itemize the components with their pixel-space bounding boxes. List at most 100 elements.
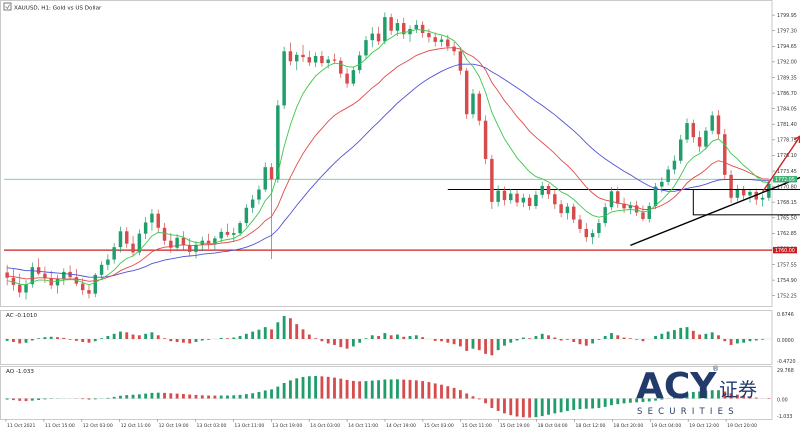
candle-body — [534, 194, 538, 206]
panel-frames — [0, 0, 773, 420]
panel-frame — [0, 310, 773, 365]
candle — [666, 166, 670, 186]
price-tick-label: 1762.85 — [777, 231, 797, 237]
candle-body — [106, 259, 110, 265]
candle-body — [357, 55, 362, 71]
candle-body — [99, 264, 104, 275]
candle — [464, 67, 469, 119]
candle — [276, 100, 280, 184]
candle-body — [433, 37, 437, 42]
candle-body — [414, 24, 419, 29]
ao-panel[interactable] — [4, 376, 772, 418]
candle — [540, 181, 544, 199]
candle-body — [49, 278, 53, 286]
candle — [219, 228, 223, 243]
time-tick-label: 19 Oct 12:00 — [689, 423, 719, 429]
candle-body — [43, 273, 47, 279]
ao-axis-label: 29.768 — [777, 368, 794, 374]
candle-body — [30, 267, 35, 285]
candle-body — [446, 39, 450, 47]
candle — [301, 44, 305, 62]
time-tick-label: 18 Oct 04:00 — [538, 423, 568, 429]
candle-body — [383, 17, 387, 42]
projection-arrow[interactable] — [761, 135, 800, 193]
price-tick-label: 1786.70 — [777, 91, 797, 97]
candle-body — [678, 139, 683, 161]
price-tick-label: 1768.15 — [777, 200, 797, 206]
candle — [232, 227, 236, 242]
candle-body — [483, 120, 488, 159]
price-panel[interactable] — [4, 12, 800, 300]
chart-title: XAUUSD, H1: Gold vs US Dollar — [14, 6, 102, 12]
drawings[interactable] — [630, 135, 800, 247]
candle-body — [427, 33, 431, 38]
candle — [471, 88, 475, 119]
acy-logo: ACY 证券 ® SECURITIES — [636, 365, 757, 417]
time-tick-label: 14 Oct 11:00 — [348, 423, 378, 429]
candle — [55, 274, 60, 294]
panel-frame — [0, 366, 773, 420]
candle-body — [509, 193, 513, 201]
price-tick-label: 1792.00 — [777, 60, 797, 66]
candle-body — [24, 284, 28, 293]
candle — [748, 188, 752, 203]
candle — [527, 194, 532, 211]
candle — [250, 194, 255, 214]
candle-body — [521, 197, 526, 203]
candle-body — [477, 93, 482, 121]
expand-icon[interactable] — [3, 2, 12, 11]
price-tick-label: 1752.25 — [777, 294, 797, 300]
trendline[interactable] — [630, 174, 800, 247]
consolidation-box[interactable] — [692, 189, 800, 216]
candle — [80, 278, 85, 295]
candle-body — [187, 245, 192, 252]
candle — [11, 268, 16, 291]
price-tick-label: 1773.45 — [777, 169, 797, 175]
candle-body — [307, 57, 312, 63]
candle-body — [609, 191, 614, 208]
candle — [534, 190, 538, 209]
candle — [143, 217, 148, 239]
candle-body — [326, 59, 330, 64]
ac-panel[interactable] — [4, 316, 772, 356]
candle-body — [156, 213, 160, 228]
candle-body — [672, 160, 677, 170]
time-tick-label: 12 Oct 11:00 — [121, 423, 151, 429]
candle — [389, 13, 393, 35]
candle — [458, 47, 463, 75]
candle — [162, 223, 167, 245]
candle — [678, 134, 683, 164]
candle — [433, 32, 437, 47]
candle-body — [735, 188, 740, 198]
candle — [578, 214, 582, 234]
time-tick-label: 18 Oct 12:00 — [576, 423, 606, 429]
candle — [634, 200, 639, 216]
price-tick-label: 1754.90 — [777, 278, 797, 284]
candle — [760, 194, 765, 207]
time-tick-label: 18 Oct 20:00 — [613, 423, 643, 429]
candle — [502, 186, 507, 206]
candle — [710, 111, 714, 135]
candle — [244, 204, 249, 227]
candle-body — [112, 247, 116, 260]
candle-body — [458, 51, 463, 71]
candle — [496, 185, 500, 207]
time-tick-label: 15 Oct 11:00 — [462, 423, 492, 429]
candle-body — [175, 237, 179, 248]
ao-indicator-label: AO -1.033 — [6, 369, 34, 375]
candle-body — [294, 54, 299, 62]
candle-body — [565, 206, 570, 214]
candle-body — [603, 207, 607, 224]
candle-body — [36, 267, 41, 274]
candle-body — [62, 271, 66, 279]
candle-body — [225, 231, 230, 235]
ac-axis-label: 0.6746 — [777, 312, 794, 318]
candle-body — [741, 188, 746, 196]
candle-body — [370, 33, 374, 41]
time-tick-label: 15 Oct 19:00 — [500, 423, 530, 429]
candle-body — [250, 199, 255, 208]
candle-body — [93, 274, 98, 294]
candle-body — [125, 231, 129, 244]
